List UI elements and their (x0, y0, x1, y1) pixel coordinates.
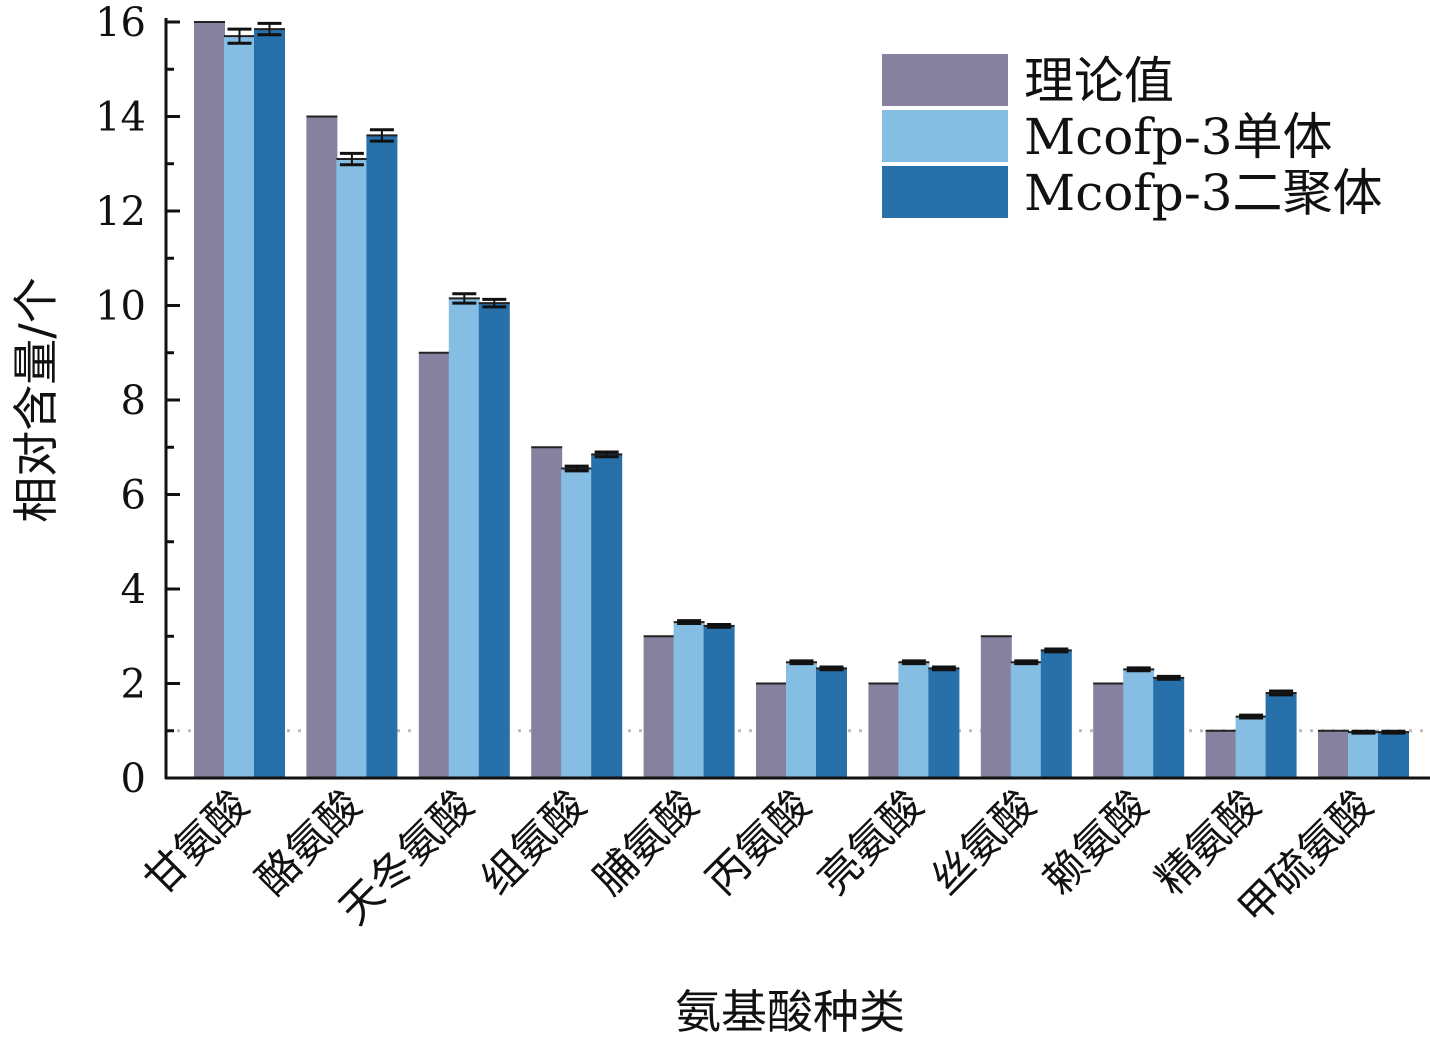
bar-2-8 (1010, 662, 1042, 778)
bar-2-11 (1348, 732, 1379, 778)
error-bar (1239, 713, 1264, 720)
bar-3-2 (366, 135, 398, 778)
bar-3-4 (591, 454, 623, 778)
legend-label-1: 理论值 (1024, 52, 1174, 110)
bar-1-5 (643, 636, 675, 778)
x-tick-label: 丝氨酸 (921, 780, 1045, 904)
x-tick-label: 丙氨酸 (696, 780, 820, 904)
y-tick-label: 8 (121, 378, 146, 424)
legend-swatch-1 (882, 54, 1008, 106)
error-bar (482, 297, 507, 309)
error-bar (1381, 729, 1406, 735)
error-bar (1351, 729, 1376, 735)
bar-2-5 (673, 622, 705, 778)
x-tick-label: 脯氨酸 (584, 780, 708, 904)
x-tick-label: 亮氨酸 (809, 780, 933, 904)
error-bar (707, 622, 732, 629)
bar-3-1 (254, 29, 285, 778)
error-bar (901, 659, 926, 666)
bar-3-7 (928, 668, 960, 778)
legend-label-2: Mcofp-3单体 (1024, 108, 1333, 166)
bar-3-10 (1265, 692, 1297, 778)
y-tick-label: 0 (121, 756, 146, 802)
x-tick-label: 甘氨酸 (134, 780, 258, 904)
bar-2-7 (898, 662, 930, 778)
x-axis-title: 氨基酸种类 (675, 985, 905, 1038)
error-bar (1126, 666, 1151, 673)
y-tick-label: 12 (95, 189, 146, 235)
error-bar (452, 292, 477, 305)
bars-layer (194, 21, 1409, 779)
error-bar (1156, 674, 1181, 681)
legend-swatch-2 (882, 110, 1008, 162)
bar-1-8 (980, 636, 1012, 778)
bar-1-7 (868, 683, 900, 778)
bar-2-3 (448, 298, 480, 778)
bar-2-6 (786, 662, 817, 778)
bar-2-2 (336, 159, 368, 778)
bar-3-6 (816, 668, 847, 778)
bar-1-9 (1093, 683, 1125, 778)
bar-3-9 (1153, 677, 1185, 778)
error-bar (819, 665, 844, 672)
y-tick-label: 2 (121, 662, 146, 708)
bar-2-4 (561, 468, 593, 778)
bar-1-4 (531, 447, 563, 778)
legend-swatch-3 (882, 166, 1008, 218)
bar-1-3 (418, 352, 450, 778)
axes-layer: 0 2 4 6 8 10 12 14 16 (95, 0, 1430, 802)
error-bar (564, 464, 589, 473)
error-bar (789, 659, 814, 666)
error-bar (931, 665, 956, 672)
y-tick-label: 6 (121, 473, 146, 519)
bar-1-6 (756, 683, 787, 778)
error-bar (1044, 647, 1069, 654)
legend-label-3: Mcofp-3二聚体 (1024, 164, 1383, 222)
bar-1-10 (1205, 730, 1237, 778)
y-tick-label: 16 (95, 0, 146, 46)
error-bar (677, 619, 702, 625)
bar-3-11 (1378, 732, 1409, 778)
bar-1-1 (194, 22, 225, 778)
y-axis-title: 相对含量/个 (9, 277, 63, 523)
bar-3-5 (703, 625, 735, 778)
y-tick-label: 14 (95, 95, 146, 141)
error-bar (1269, 689, 1294, 697)
error-bar (339, 151, 364, 167)
y-tick-label: 10 (95, 284, 146, 330)
bar-2-1 (224, 36, 255, 779)
bar-2-9 (1123, 669, 1155, 778)
bar-3-3 (478, 303, 510, 778)
error-bar (227, 27, 252, 45)
error-bar (257, 21, 282, 37)
bar-1-11 (1318, 730, 1349, 778)
x-tick-label: 赖氨酸 (1034, 780, 1158, 904)
y-tick-label: 4 (121, 567, 146, 613)
bar-1-2 (306, 116, 338, 778)
error-bar (594, 450, 619, 459)
bar-2-10 (1235, 716, 1267, 778)
error-bar (369, 128, 394, 143)
x-tick-label: 组氨酸 (472, 780, 596, 904)
error-bar (1014, 659, 1039, 666)
bar-3-8 (1040, 650, 1072, 778)
